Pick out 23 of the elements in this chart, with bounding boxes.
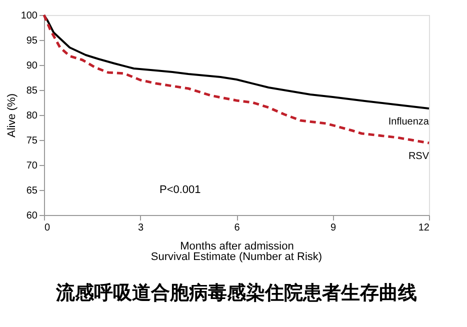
y-tick-label: 80 xyxy=(26,110,38,122)
text: Survival Estimate (Number at Risk) xyxy=(150,251,322,263)
y-tick-label: 95 xyxy=(26,36,38,46)
x-tick-label: 3 xyxy=(138,222,144,234)
x-axis-title: Months after admission xyxy=(180,240,294,252)
y-tick-label: 60 xyxy=(26,210,38,222)
y-axis-title: Alive (%) xyxy=(6,93,18,138)
series-label: Influenza xyxy=(388,116,430,128)
x-tick-label: 0 xyxy=(44,222,50,234)
x-tick-label: 6 xyxy=(234,222,240,234)
y-tick-label: 75 xyxy=(26,136,38,146)
text: 流感呼吸道合胞病毒感染住院患者生存曲线 xyxy=(55,282,417,304)
series-label: RSV xyxy=(408,151,430,162)
annotation: P<0.001 xyxy=(160,184,201,196)
y-tick-label: 85 xyxy=(26,86,38,96)
x-tick-label: 9 xyxy=(330,222,336,234)
y-tick-label: 70 xyxy=(26,160,38,172)
line-series xyxy=(42,14,430,144)
line-series xyxy=(43,14,430,110)
y-tick-label: 100 xyxy=(20,10,38,22)
y-tick-label: 90 xyxy=(26,60,38,72)
x-tick-label: 12 xyxy=(418,222,430,234)
y-tick-label: 65 xyxy=(26,186,38,196)
